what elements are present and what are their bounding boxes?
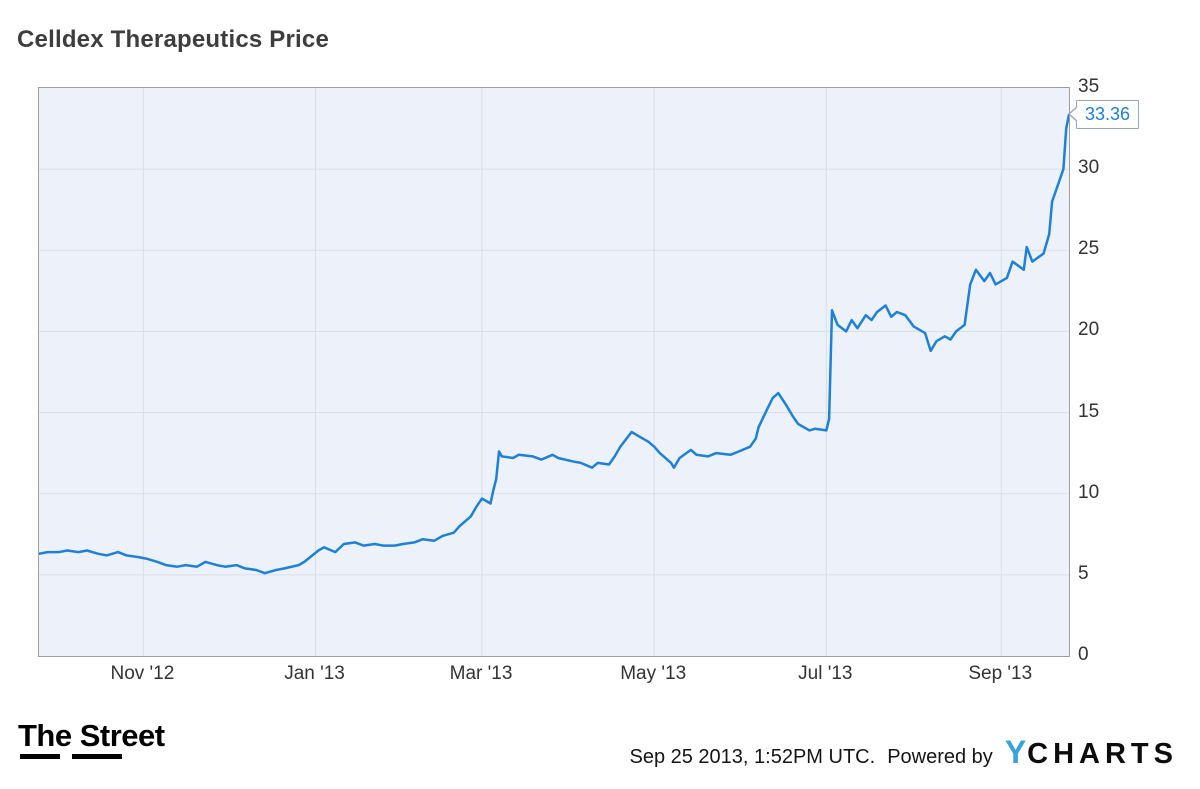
thestreet-underline-bar [72, 754, 122, 759]
thestreet-logo: The Street [18, 720, 165, 759]
x-axis-label: Mar '13 [449, 663, 513, 684]
y-axis-label: 10 [1078, 481, 1100, 503]
thestreet-logo-text: The Street [18, 718, 165, 753]
attribution-row: Sep 25 2013, 1:52PM UTC. Powered by Y CH… [629, 734, 1178, 771]
ycharts-logo: Y CHARTS [1005, 734, 1178, 771]
y-axis-label: 35 [1078, 76, 1100, 97]
ycharts-logo-charts-text: CHARTS [1027, 738, 1178, 770]
y-axis-label: 25 [1078, 238, 1100, 260]
y-axis-label: 20 [1078, 319, 1100, 341]
x-axis-label: Sep '13 [968, 663, 1033, 684]
x-axis-label: Jul '13 [798, 663, 853, 684]
thestreet-underline [20, 754, 165, 759]
price-line [39, 113, 1069, 575]
gridlines [39, 88, 1069, 656]
plot-area [38, 87, 1070, 657]
ycharts-logo-y-icon: Y [1004, 734, 1028, 770]
y-axis-label: 0 [1078, 644, 1089, 665]
y-axis-label: 5 [1078, 562, 1089, 584]
y-axis-label: 15 [1078, 400, 1100, 422]
price-chart-svg [39, 88, 1069, 656]
x-axis-label: May '13 [620, 663, 687, 684]
thestreet-underline-bar [20, 754, 60, 759]
chart-title: Celldex Therapeutics Price [17, 26, 329, 53]
timestamp-text: Sep 25 2013, 1:52PM UTC. [629, 746, 876, 768]
powered-by-text: Powered by [887, 746, 993, 768]
x-axis-label: Nov '12 [110, 663, 175, 684]
y-axis-label: 30 [1078, 157, 1100, 179]
x-axis-label: Jan '13 [284, 663, 345, 684]
last-price-callout: 33.36 [1076, 99, 1140, 129]
